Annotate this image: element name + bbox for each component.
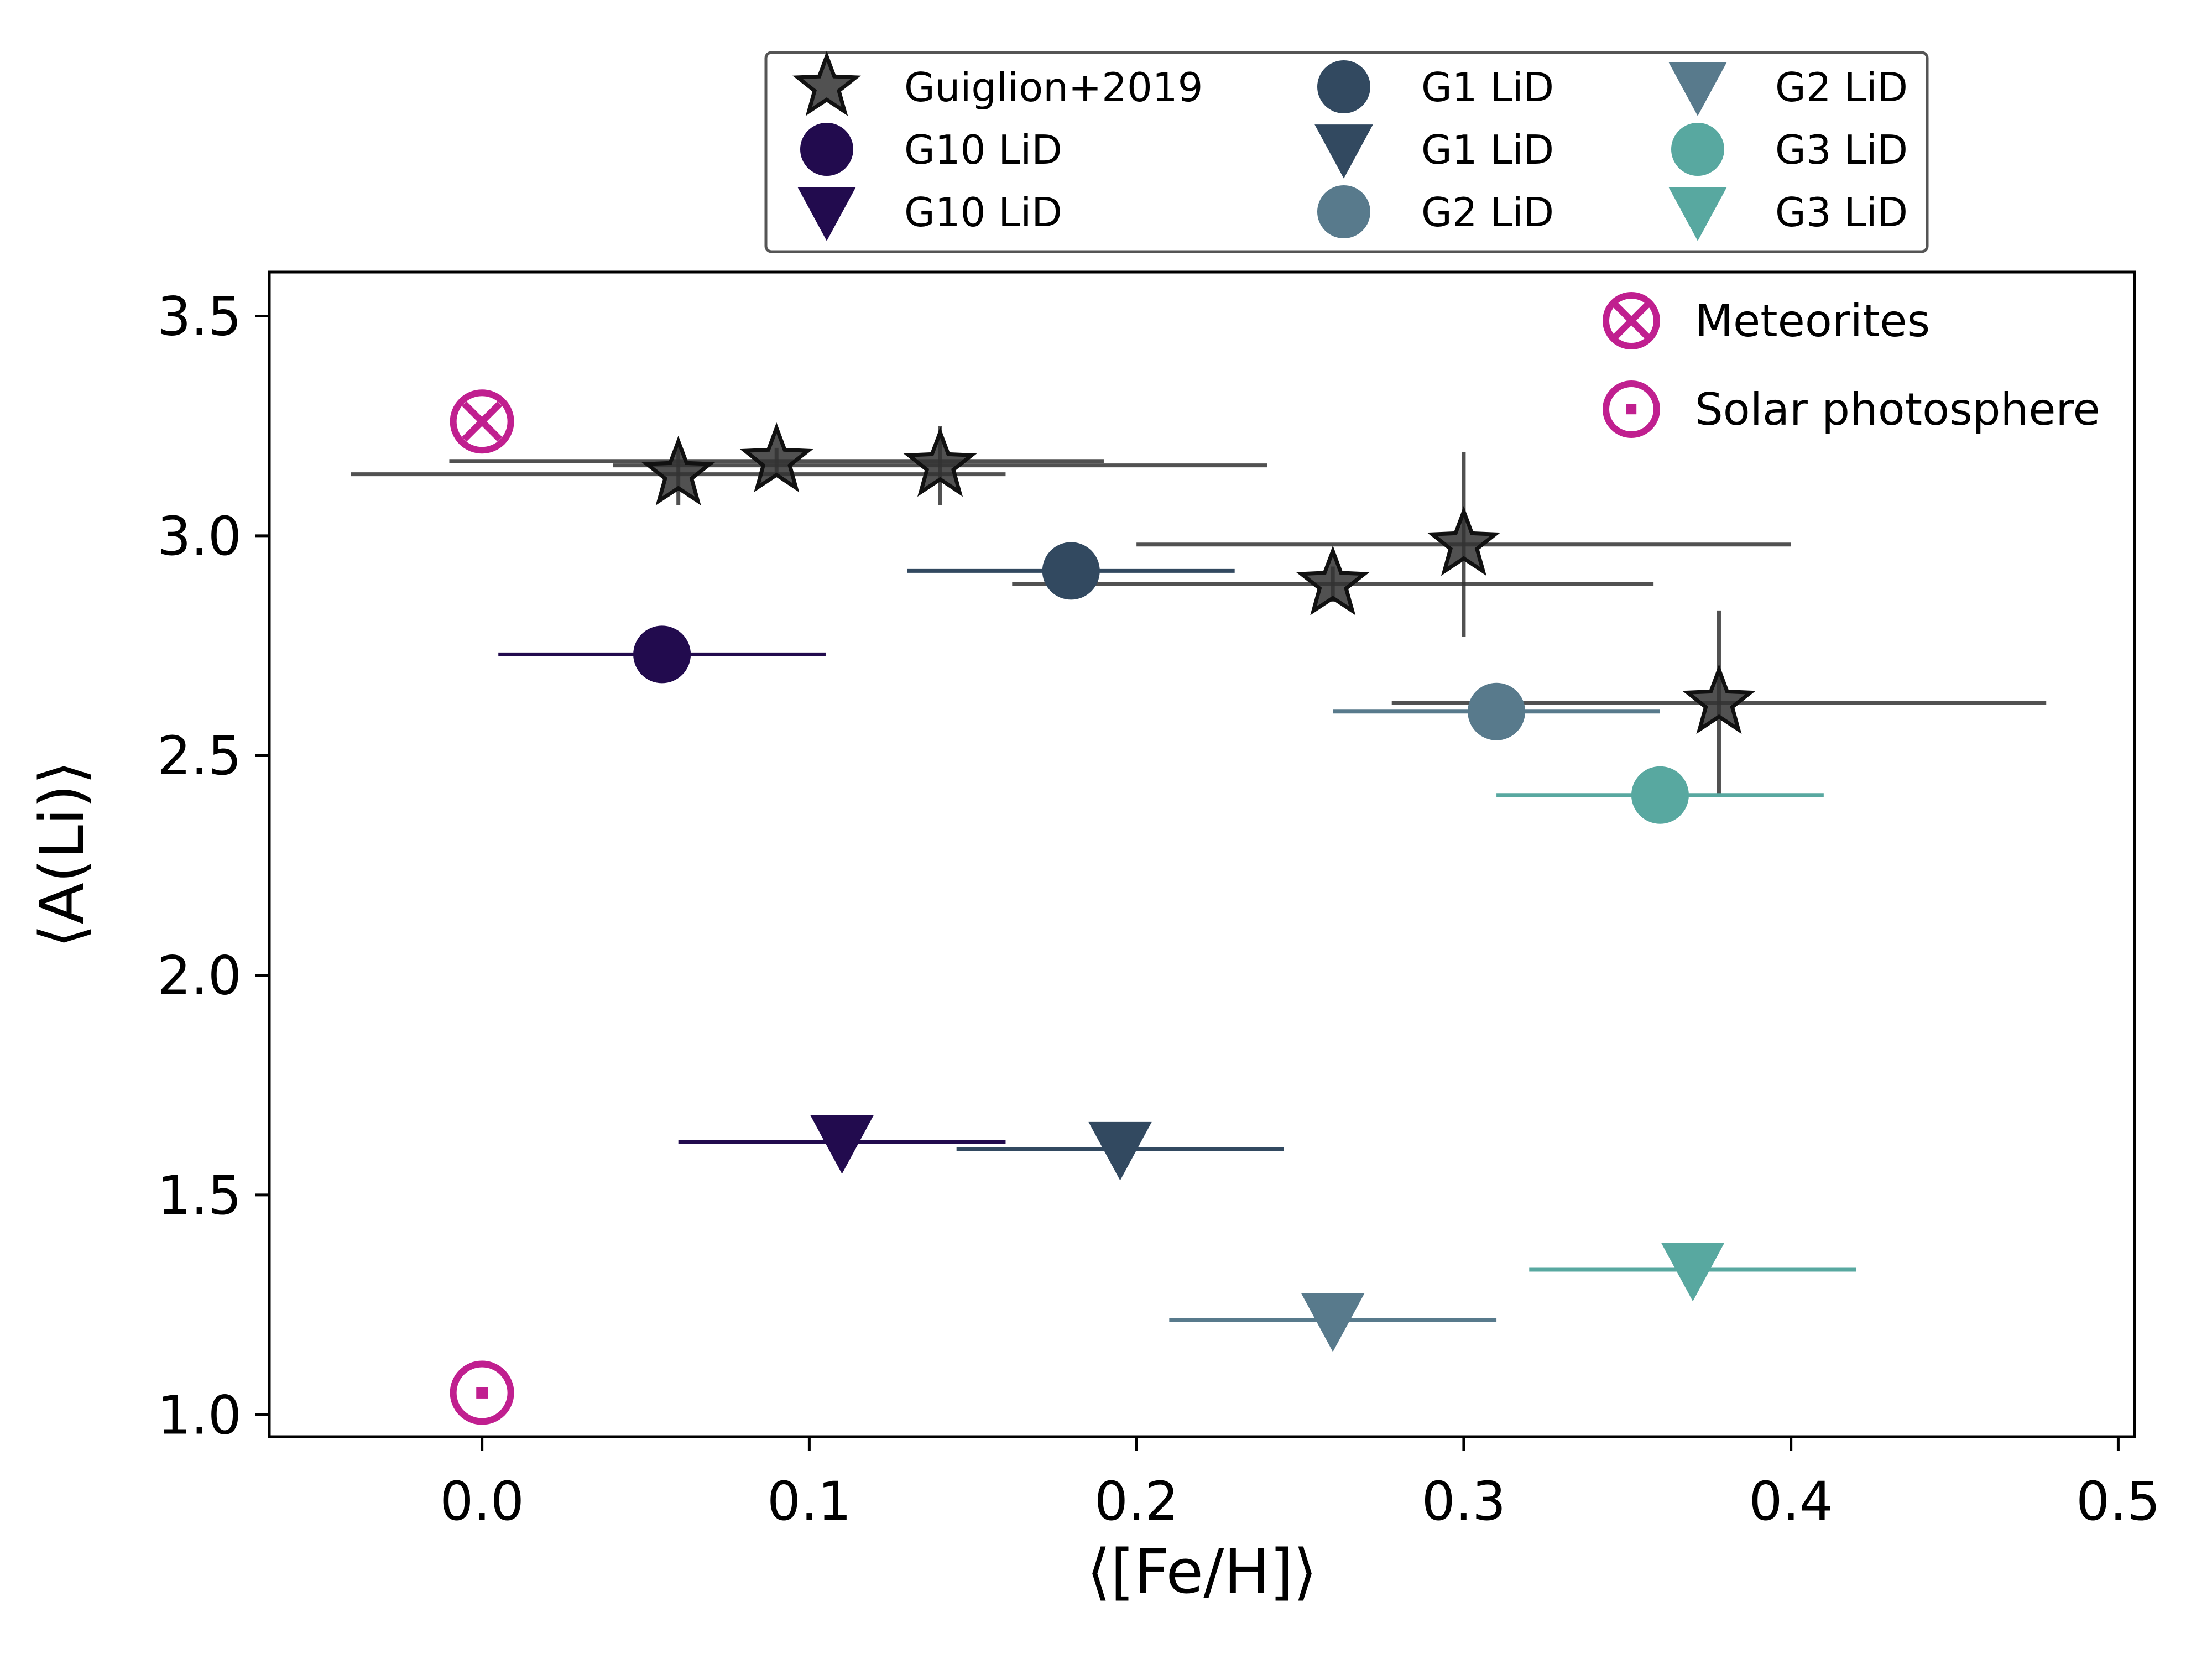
circle-dot-point [450,1360,514,1425]
x-tick-label: 0.4 [1749,1470,1833,1532]
y-tick-label: 2.5 [157,725,242,787]
legend-label: G2 LiD [1775,64,1908,111]
legend-label: G2 LiD [1421,189,1554,236]
x-axis-label: ⟨[Fe/H]⟩ [1087,1536,1317,1607]
inset-legend: Meteorites Solar photosphere [1603,292,2100,438]
circle-point [1468,682,1526,740]
legend-label: Guiglion+2019 [904,64,1203,111]
star-point [1427,505,1501,576]
triangle-down-point [810,1115,874,1174]
legend-label: G3 LiD [1775,127,1908,173]
star-point [1296,545,1370,615]
circle-point [1631,766,1689,824]
triangle-down-point [1661,1243,1725,1302]
inset-legend-marker [1603,292,1660,349]
x-tick-label: 0.0 [440,1470,524,1532]
axis-ticks: 0.0 0.1 0.2 0.3 0.4 0.5 1.0 1.5 2.0 2.5 3.0 3.5 [157,285,2160,1532]
circle-dot-point-ring [450,1360,514,1425]
y-tick-label: 3.0 [157,505,242,567]
legend-marker [792,50,861,116]
y-tick-label: 1.5 [157,1165,242,1227]
circle-cross-point [450,389,514,454]
y-tick-label: 3.5 [157,285,242,347]
inset-legend-label: Meteorites [1695,295,1930,347]
star-point [1682,664,1756,734]
axes-frame [268,270,2136,1438]
star-point [739,422,813,493]
star-point [903,426,977,497]
inset-legend-marker-ring [1603,380,1660,438]
legend-label: G1 LiD [1421,127,1554,173]
y-tick-label: 1.0 [157,1384,242,1446]
star-point [641,435,716,505]
x-tick-label: 0.3 [1422,1470,1506,1532]
circle-point [1042,542,1100,600]
x-tick-label: 0.2 [1094,1470,1179,1532]
triangle-down-point [1088,1121,1152,1181]
inset-legend-label: Solar photosphere [1695,384,2100,435]
x-tick-label: 0.1 [767,1470,852,1532]
inset-legend-marker [1603,380,1660,438]
y-tick-label: 2.0 [157,945,242,1007]
circle-dot-point-dot [476,1387,488,1399]
inset-legend-marker-ring [1603,292,1660,349]
inset-legend-marker-dot [1626,404,1637,415]
inset-legend-marker-cross-b [1613,302,1650,339]
circle-point [633,625,691,684]
triangle-down-point [1301,1293,1365,1352]
legend-label: G3 LiD [1775,189,1908,236]
plot-area [268,270,2136,1438]
circle-cross-point-cross-b [462,401,503,442]
legend-label: G10 LiD [904,189,1062,236]
legend: Guiglion+2019 G10 LiD G10 LiD G1 LiD G1 LiD G… [764,50,1929,253]
errorbars [351,426,2047,1322]
y-axis-label: ⟨A(Li)⟩ [27,761,97,948]
circle-cross-point-ring [450,389,514,454]
x-tick-label: 0.5 [2076,1470,2161,1532]
data-markers [450,389,1756,1425]
legend-label: G1 LiD [1421,64,1554,111]
legend-label: G10 LiD [904,127,1062,173]
